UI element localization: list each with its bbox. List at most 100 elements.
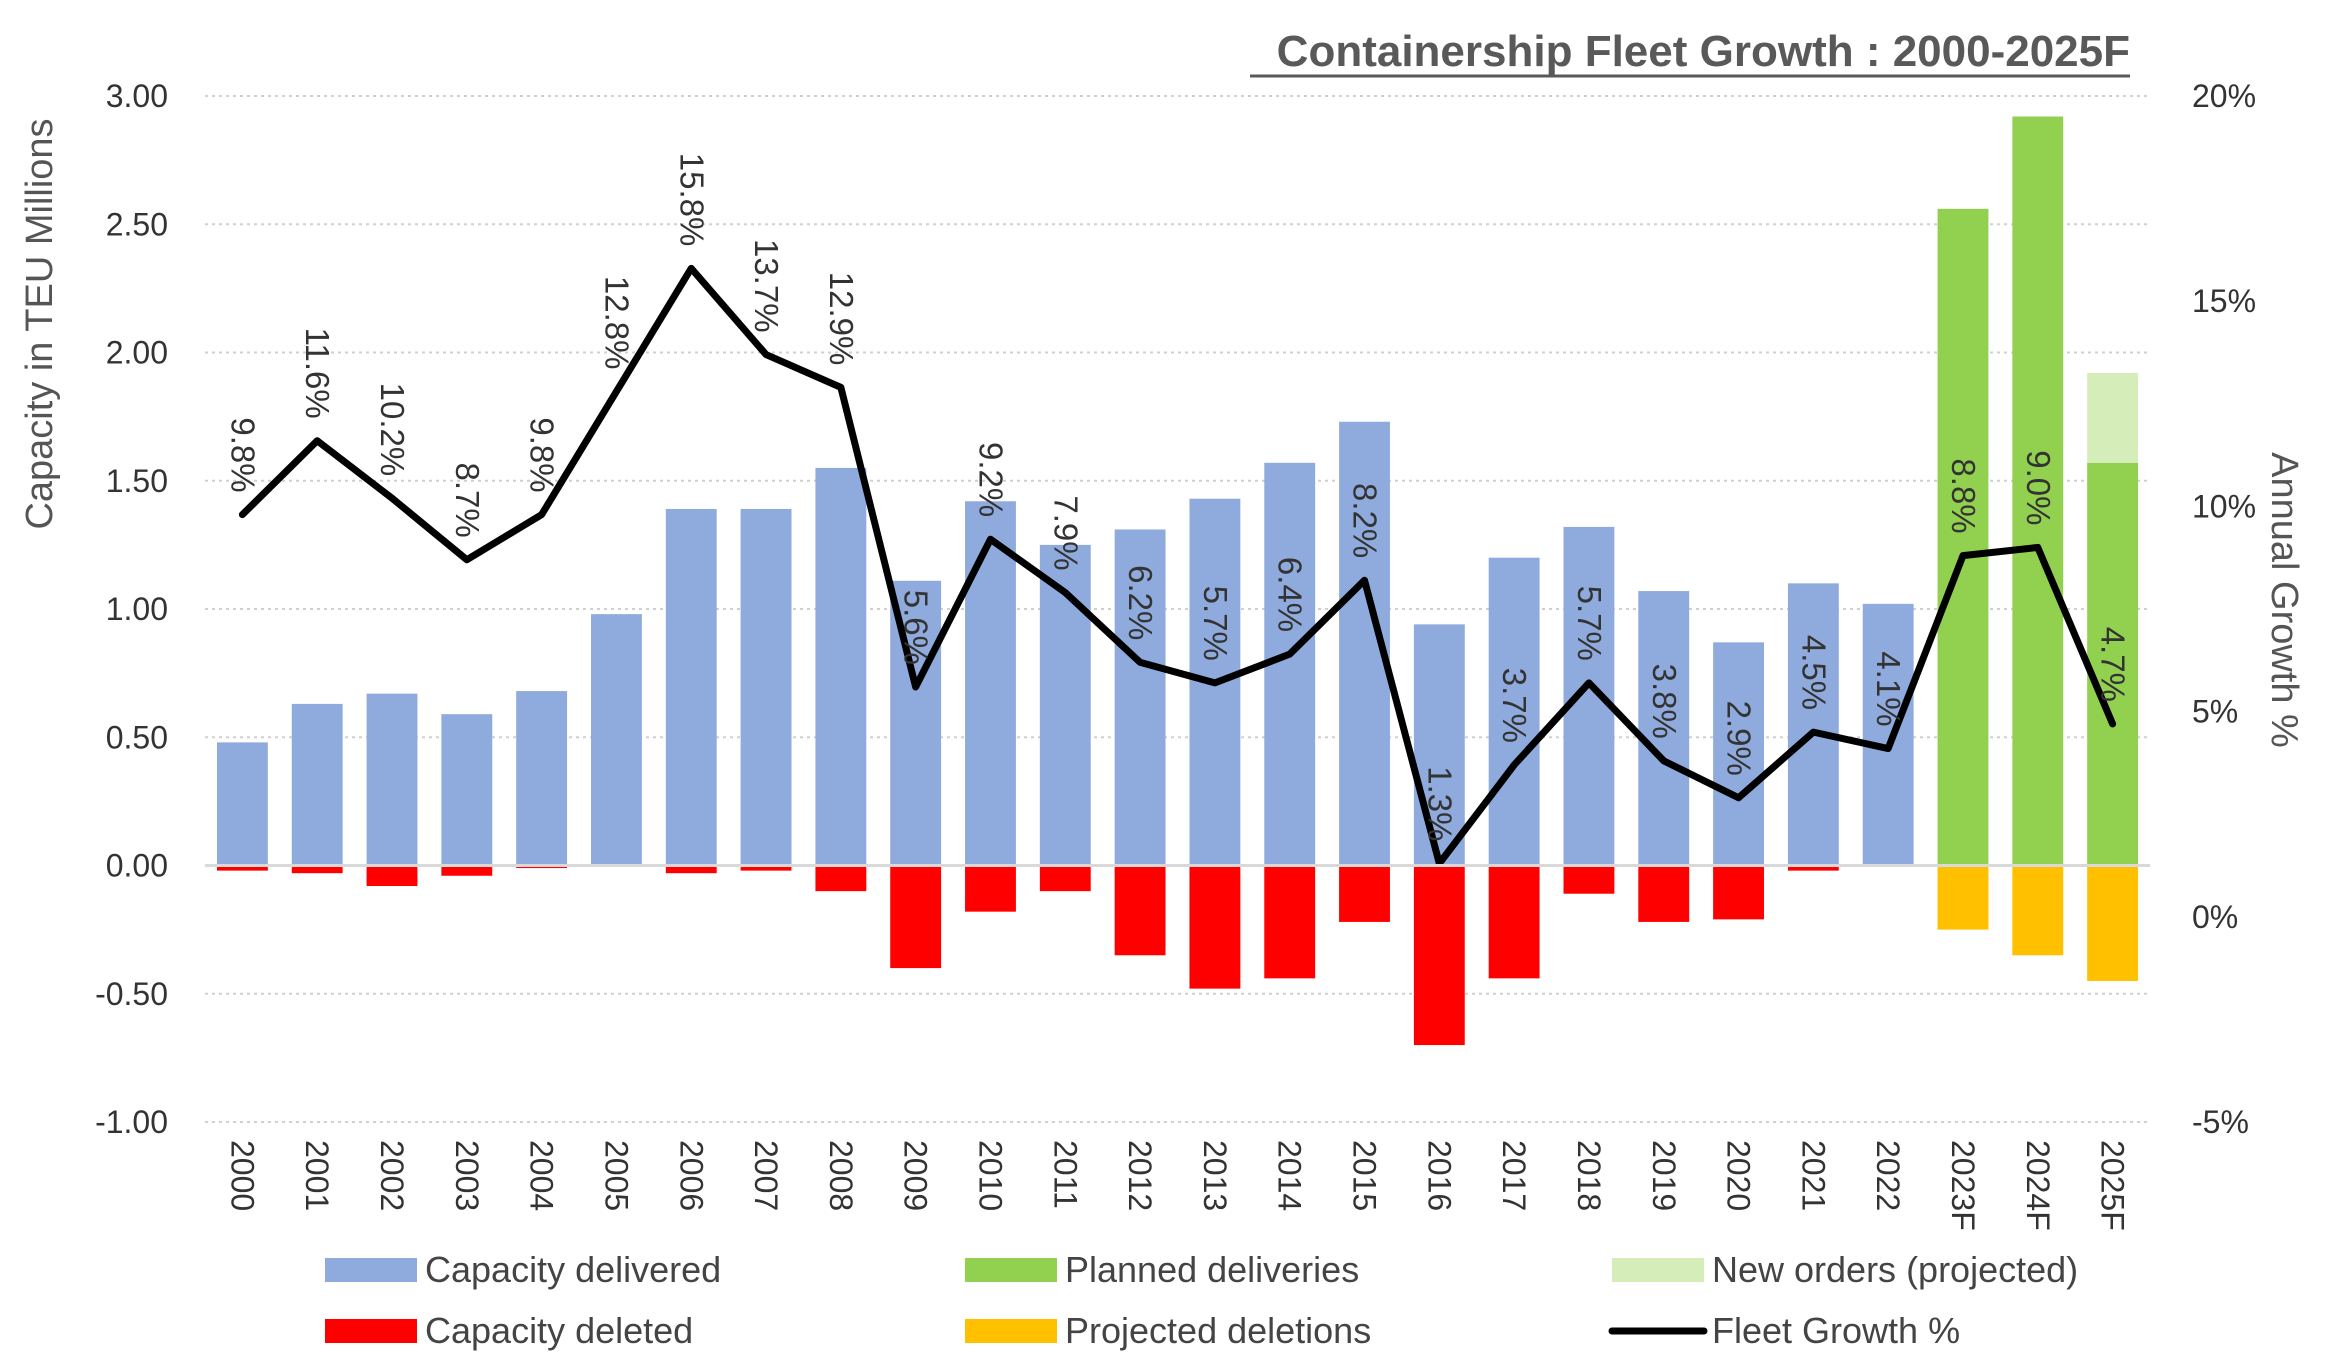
legend-swatch-capacity-deleted — [325, 1319, 417, 1343]
bar-capacity-delivered — [1413, 624, 1465, 866]
growth-data-label: 4.7% — [2095, 627, 2132, 702]
growth-data-label: 6.4% — [1272, 557, 1309, 632]
bar-capacity-delivered — [1713, 642, 1764, 866]
y-axis-left-title: Capacity in TEU Millions — [19, 118, 61, 529]
legend-swatch-new-orders-projected — [1612, 1258, 1704, 1282]
x-tick-label: 2019 — [1646, 1140, 1682, 1211]
bar-projected-deletions — [2087, 865, 2139, 981]
bar-planned-deliveries — [2087, 462, 2139, 866]
growth-data-label: 12.8% — [598, 276, 635, 370]
bar-capacity-deleted — [1413, 865, 1465, 1046]
x-tick-label: 2012 — [1122, 1140, 1158, 1211]
growth-data-label: 9.2% — [972, 442, 1009, 517]
legend-label-fleet-growth: Fleet Growth % — [1712, 1310, 1960, 1351]
growth-data-label: 5.7% — [1197, 586, 1234, 661]
legend-swatch-capacity-delivered — [325, 1258, 417, 1282]
bar-capacity-deleted — [1114, 865, 1166, 956]
growth-data-label: 5.7% — [1571, 586, 1608, 661]
growth-data-label: 8.2% — [1347, 483, 1384, 558]
bar-capacity-deleted — [216, 865, 268, 871]
x-tick-label: 2018 — [1571, 1140, 1607, 1211]
growth-data-label: 11.6% — [299, 328, 336, 419]
bar-planned-deliveries — [1937, 208, 1989, 866]
x-tick-label: 2023F — [1945, 1140, 1981, 1231]
x-tick-label: 2007 — [748, 1140, 784, 1211]
bar-capacity-deleted — [665, 865, 717, 874]
growth-data-label: 8.7% — [449, 463, 486, 538]
x-tick-label: 2024F — [2020, 1140, 2056, 1231]
y-left-tick-label: 1.00 — [106, 591, 168, 627]
y-right-tick-label: 15% — [2192, 283, 2256, 319]
x-tick-label: 2017 — [1496, 1140, 1532, 1211]
bar-capacity-delivered — [516, 691, 568, 866]
x-tick-label: 2001 — [299, 1140, 335, 1211]
bar-capacity-delivered — [1114, 529, 1166, 866]
x-tick-label: 2009 — [898, 1140, 934, 1211]
y-axis-right-title: Annual Growth % — [2263, 452, 2305, 748]
bar-capacity-deleted — [1488, 865, 1540, 979]
bar-projected-deletions — [1937, 865, 1989, 930]
bar-capacity-deleted — [291, 865, 343, 874]
bar-capacity-delivered — [1638, 591, 1690, 866]
x-tick-label: 2010 — [972, 1140, 1008, 1211]
bar-new-orders-projected — [2087, 373, 2139, 463]
bar-capacity-delivered — [965, 501, 1016, 866]
growth-data-label: 12.9% — [823, 272, 860, 366]
bar-capacity-delivered — [665, 508, 717, 866]
legend-swatch-planned-deliveries — [965, 1258, 1057, 1282]
axes: 3.00 2.50 2.00 1.50 1.00 0.50 0.00 -0.50 -1.00 20… — [95, 78, 2256, 1231]
bar-capacity-deleted — [890, 865, 942, 969]
y-right-tick-label: 20% — [2192, 78, 2256, 114]
x-tick-label: 2022 — [1870, 1140, 1906, 1211]
x-tick-label: 2005 — [598, 1140, 634, 1211]
y-right-tick-label: -5% — [2192, 1104, 2249, 1140]
y-right-tick-label: 0% — [2192, 899, 2238, 935]
bar-capacity-delivered — [1039, 544, 1091, 866]
y-left-tick-label: 3.00 — [106, 78, 168, 114]
legend: Capacity delivered Planned deliveries New … — [325, 1249, 2078, 1351]
y-left-tick-label: 2.00 — [106, 335, 168, 371]
x-tick-label: 2008 — [823, 1140, 859, 1211]
bar-capacity-delivered — [1787, 583, 1839, 866]
growth-data-label: 15.8% — [673, 153, 710, 247]
x-tick-label: 2014 — [1272, 1140, 1308, 1211]
chart-title: Containership Fleet Growth : 2000-2025F — [1277, 27, 2130, 76]
bar-capacity-delivered — [366, 693, 418, 866]
legend-label-capacity-delivered: Capacity delivered — [425, 1249, 721, 1290]
y-right-tick-label: 10% — [2192, 488, 2256, 524]
growth-data-label: 13.7% — [748, 239, 785, 333]
legend-label-projected-deletions: Projected deletions — [1065, 1310, 1371, 1351]
y-left-tick-label: 0.00 — [106, 848, 168, 884]
x-tick-label: 2013 — [1197, 1140, 1233, 1211]
x-tick-label: 2003 — [449, 1140, 485, 1211]
growth-data-label: 9.8% — [524, 417, 561, 492]
x-tick-label: 2025F — [2095, 1140, 2131, 1231]
bar-capacity-delivered — [815, 467, 867, 866]
growth-data-label: 8.8% — [1945, 458, 1982, 533]
bar-capacity-deleted — [1638, 865, 1690, 922]
y-left-tick-label: 0.50 — [106, 719, 168, 755]
growth-data-label: 9.8% — [224, 417, 261, 492]
x-tick-label: 2002 — [374, 1140, 410, 1211]
growth-data-label: 2.9% — [1721, 701, 1758, 776]
bar-capacity-deleted — [1339, 865, 1390, 922]
growth-data-label: 9.0% — [2020, 450, 2057, 525]
legend-label-new-orders-projected: New orders (projected) — [1712, 1249, 2078, 1290]
bar-capacity-deleted — [1787, 865, 1839, 871]
bar-capacity-delivered — [740, 508, 792, 866]
bar-capacity-deleted — [1563, 865, 1615, 894]
growth-line — [238, 264, 2117, 867]
legend-label-capacity-deleted: Capacity deleted — [425, 1310, 693, 1351]
bar-capacity-deleted — [1189, 865, 1241, 989]
gridlines — [205, 95, 2150, 1123]
bar-capacity-delivered — [1563, 526, 1615, 866]
y-left-tick-label: 2.50 — [106, 206, 168, 242]
bar-capacity-deleted — [1264, 865, 1316, 979]
growth-data-label: 10.2% — [374, 383, 411, 477]
bar-capacity-deleted — [815, 865, 867, 892]
bar-capacity-deleted — [1039, 865, 1091, 892]
bar-capacity-delivered — [591, 614, 642, 866]
y-left-tick-label: -1.00 — [95, 1104, 168, 1140]
